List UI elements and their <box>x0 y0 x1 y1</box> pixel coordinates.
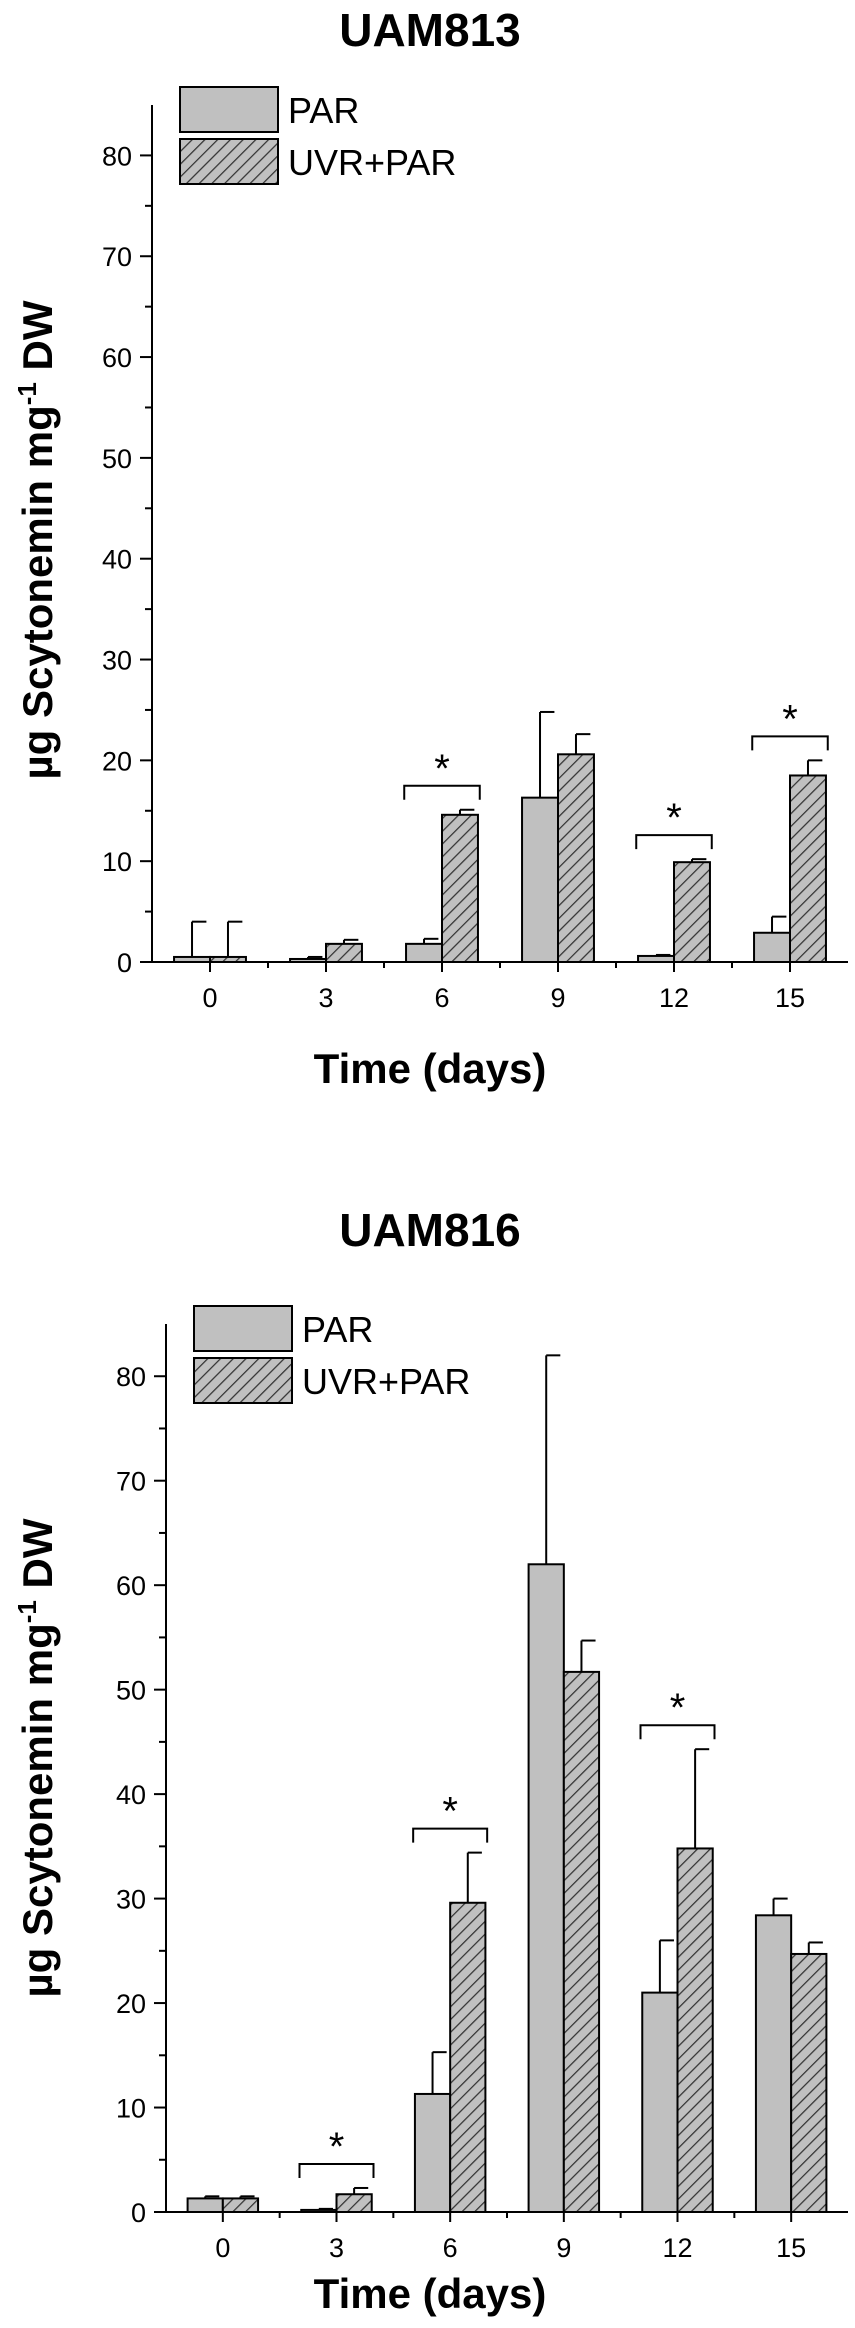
x-tick-label: 0 <box>215 2233 230 2263</box>
x-tick-label: 9 <box>556 2233 571 2263</box>
significance-bracket <box>639 1724 716 1740</box>
y-tick-label: 30 <box>102 646 132 676</box>
y-tick-label: 30 <box>116 1885 146 1915</box>
y-tick-label: 70 <box>102 242 132 272</box>
bar-uvr-par-day-6 <box>449 1901 487 2214</box>
x-tick-label: 15 <box>775 983 805 1013</box>
y-tick-label: 70 <box>116 1467 146 1497</box>
legend-entry: PAR <box>288 90 359 131</box>
significance-bracket <box>635 834 713 850</box>
significance-bracket <box>298 2162 375 2178</box>
bar-uvr-par-day-0 <box>209 955 247 963</box>
bar-uvr-par-day-6 <box>441 813 479 964</box>
x-tick-label: 12 <box>659 983 689 1013</box>
x-tick-label: 12 <box>662 2233 692 2263</box>
y-tick-label: 0 <box>131 2198 146 2228</box>
bar-par-day-15 <box>753 931 791 963</box>
y-tick-label: 10 <box>116 2094 146 2124</box>
legend-entry: PAR <box>302 1309 373 1350</box>
significance-marker: * <box>782 697 798 741</box>
y-tick-label: 50 <box>102 444 132 474</box>
bar-par-day-6 <box>405 942 444 963</box>
bar-uvr-par-day-15 <box>789 774 827 963</box>
bar-uvr-par-day-3 <box>335 2193 373 2213</box>
y-tick-label: 50 <box>116 1676 146 1706</box>
bar-par-day-3 <box>300 2208 338 2214</box>
bar-par-day-12 <box>641 1991 679 2214</box>
bar-uvr-par-day-9 <box>557 753 595 963</box>
x-tick-label: 0 <box>202 983 217 1013</box>
x-axis-label: Time (days) <box>314 1045 547 1092</box>
x-tick-label: 3 <box>318 983 333 1013</box>
y-tick-label: 20 <box>102 746 132 776</box>
y-tick-label: 40 <box>116 1780 146 1810</box>
x-tick-label: 15 <box>776 2233 806 2263</box>
bar-par-day-0 <box>173 955 211 963</box>
significance-bracket <box>403 784 481 800</box>
y-axis-label: µg Scytonemin mg-1 DW <box>12 1518 61 1997</box>
bar-par-day-15 <box>754 1914 793 2214</box>
x-axis-label: Time (days) <box>314 2270 547 2317</box>
bar-par-day-0 <box>186 2197 224 2214</box>
y-tick-label: 80 <box>116 1362 146 1392</box>
chart-panel-uam816: UAM816 µg Scytonemin mg-1 DW Time (days)… <box>12 1204 848 2317</box>
legend-swatch <box>179 86 279 133</box>
y-axis-label: µg Scytonemin mg-1 DW <box>12 300 61 779</box>
chart-panel-uam813: UAM813 µg Scytonemin mg-1 DW Time (days)… <box>12 4 848 1092</box>
x-tick-label: 3 <box>329 2233 344 2263</box>
y-tick-label: 60 <box>116 1571 146 1601</box>
bar-uvr-par-day-15 <box>790 1952 828 2213</box>
chart-title: UAM816 <box>339 1204 521 1256</box>
y-tick-label: 10 <box>102 847 132 877</box>
significance-marker: * <box>434 747 450 791</box>
bar-uvr-par-day-3 <box>325 942 363 963</box>
x-tick-label: 6 <box>434 983 449 1013</box>
legend-entry: UVR+PAR <box>302 1361 470 1402</box>
legend-entry: UVR+PAR <box>288 142 456 183</box>
significance-marker: * <box>442 1790 458 1834</box>
x-tick-label: 9 <box>550 983 565 1013</box>
bar-uvr-par-day-9 <box>562 1670 601 2213</box>
chart-title: UAM813 <box>339 4 521 56</box>
y-tick-label: 60 <box>102 343 132 373</box>
y-tick-label: 40 <box>102 545 132 575</box>
bar-uvr-par-day-0 <box>221 2197 260 2214</box>
significance-marker: * <box>329 2125 345 2169</box>
bar-par-day-9 <box>521 796 559 963</box>
y-tick-label: 20 <box>116 1989 146 2019</box>
legend-swatch <box>179 138 279 185</box>
legend-swatch <box>193 1357 293 1404</box>
bar-uvr-par-day-12 <box>673 861 711 963</box>
significance-marker: * <box>666 796 682 840</box>
bar-par-day-12 <box>637 954 675 963</box>
legend-swatch <box>193 1305 293 1352</box>
significance-bracket <box>751 735 829 751</box>
y-tick-label: 0 <box>117 948 132 978</box>
bar-uvr-par-day-12 <box>676 1847 714 2214</box>
bar-par-day-6 <box>413 2092 452 2214</box>
bar-par-day-3 <box>289 957 328 963</box>
significance-marker: * <box>670 1686 686 1730</box>
significance-bracket <box>412 1827 489 1843</box>
bar-par-day-9 <box>527 1563 565 2213</box>
x-tick-label: 6 <box>443 2233 458 2263</box>
y-tick-label: 80 <box>102 141 132 171</box>
